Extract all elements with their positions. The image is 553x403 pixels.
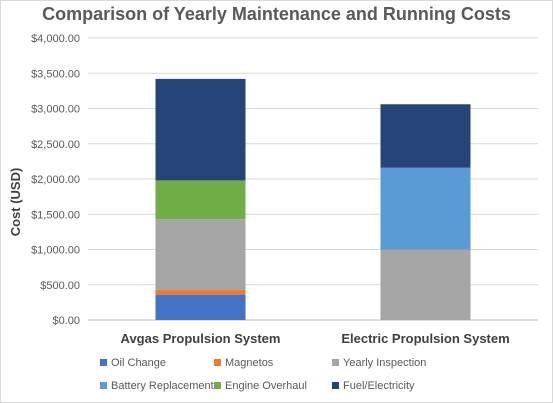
- category-labels: Avgas Propulsion System Electric Propulsi…: [121, 331, 510, 346]
- y-tick-label: $500.00: [40, 280, 80, 292]
- legend: Oil Change Magnetos Yearly Inspection Batte…: [100, 357, 426, 392]
- y-tick-label: $4,000.00: [31, 33, 80, 45]
- legend-swatch-oil-change: [100, 359, 107, 366]
- y-tick-label: $2,500.00: [31, 139, 80, 151]
- y-tick-label: $2,000.00: [31, 174, 80, 186]
- bar-engine-overhaul-1: [155, 180, 246, 220]
- legend-swatch-battery-replacement: [100, 382, 107, 389]
- bar-fuel-electricity-1: [155, 78, 246, 181]
- y-tick-label: $1,000.00: [31, 245, 80, 257]
- legend-swatch-yearly-inspection: [332, 359, 339, 366]
- legend-label-engine-overhaul: Engine Overhaul: [225, 380, 307, 392]
- bar-oil-change-1: [155, 294, 246, 320]
- y-tick-label: $3,000.00: [31, 104, 80, 116]
- y-tick-label: $3,500.00: [31, 68, 80, 80]
- legend-label-magnetos: Magnetos: [225, 357, 274, 369]
- y-axis-tick-labels: $0.00 $500.00 $1,000.00 $1,500.00 $2,000.00 $…: [31, 33, 80, 327]
- legend-label-yearly-inspection: Yearly Inspection: [343, 357, 426, 369]
- y-tick-label: $0.00: [52, 315, 80, 327]
- y-tick-label: $1,500.00: [31, 209, 80, 221]
- legend-label-fuel-electricity: Fuel/Electricity: [343, 380, 415, 392]
- legend-label-battery-replacement: Battery Replacement: [111, 380, 214, 392]
- bars: [155, 78, 471, 320]
- category-label: Avgas Propulsion System: [121, 331, 281, 346]
- category-label: Electric Propulsion System: [341, 331, 509, 346]
- legend-swatch-magnetos: [214, 359, 221, 366]
- legend-swatch-engine-overhaul: [214, 382, 221, 389]
- bar-magnetos-1: [155, 289, 246, 295]
- bar-yearly-inspection-1: [155, 219, 246, 290]
- chart-title: Comparison of Yearly Maintenance and Run…: [42, 4, 511, 24]
- legend-swatch-fuel-electricity: [332, 382, 339, 389]
- bar-yearly-inspection-2: [380, 249, 471, 320]
- bar-fuel-electricity-2: [380, 104, 471, 168]
- legend-label-oil-change: Oil Change: [111, 357, 166, 369]
- bar-battery-replacement-2: [380, 167, 471, 250]
- y-axis-label: Cost (USD): [8, 168, 23, 237]
